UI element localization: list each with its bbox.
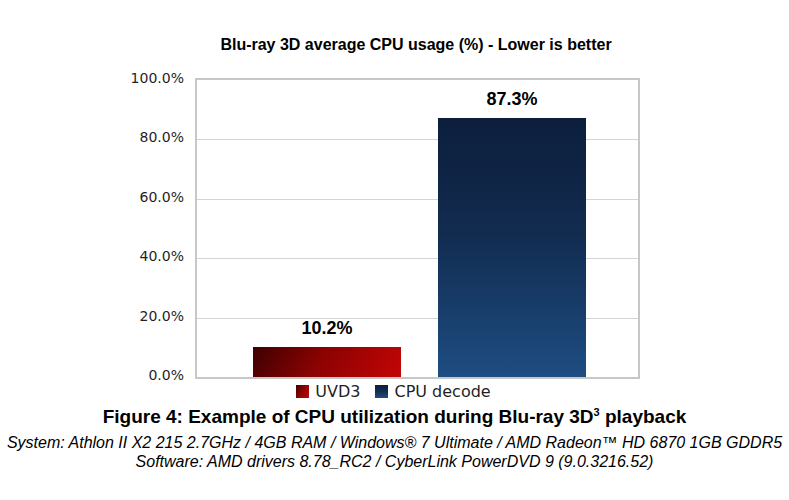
bar-value-label-uvd3: 10.2% (253, 318, 401, 338)
chart-legend: UVD3 CPU decode (173, 382, 614, 401)
y-axis: 100.0% 80.0% 60.0% 40.0% 20.0% 0.0% (0, 78, 184, 375)
y-axis-tick-label: 60.0% (0, 188, 184, 206)
bar-value-label-cpu-decode: 87.3% (438, 89, 586, 109)
figure-container: Blu-ray 3D average CPU usage (%) - Lower… (0, 0, 789, 500)
legend-swatch-uvd3-icon (296, 385, 309, 398)
chart-title: Blu-ray 3D average CPU usage (%) - Lower… (178, 36, 654, 54)
y-axis-tick-label: 100.0% (0, 69, 184, 87)
legend-swatch-cpu-decode-icon (375, 385, 388, 398)
y-axis-tick-label: 0.0% (0, 366, 184, 384)
legend-label-cpu-decode: CPU decode (394, 382, 490, 401)
system-spec-line: System: Athlon II X2 215 2.7GHz / 4GB RA… (0, 434, 789, 452)
y-axis-tick-label: 40.0% (0, 247, 184, 265)
figure-caption-text: Figure 4: Example of CPU utilization dur… (103, 406, 594, 427)
plot-area: 10.2% 87.3% (195, 78, 640, 379)
software-spec-line: Software: AMD drivers 8.78_RC2 / CyberLi… (0, 453, 789, 471)
bar-uvd3 (253, 347, 401, 377)
bar-cpu-decode (438, 118, 586, 377)
figure-caption: Figure 4: Example of CPU utilization dur… (0, 406, 789, 428)
legend-item-uvd3: UVD3 (296, 382, 360, 401)
figure-caption-suffix: playback (600, 406, 687, 427)
legend-label-uvd3: UVD3 (315, 382, 360, 401)
y-axis-tick-label: 80.0% (0, 128, 184, 146)
y-axis-tick-label: 20.0% (0, 307, 184, 325)
legend-item-cpu-decode: CPU decode (375, 382, 490, 401)
